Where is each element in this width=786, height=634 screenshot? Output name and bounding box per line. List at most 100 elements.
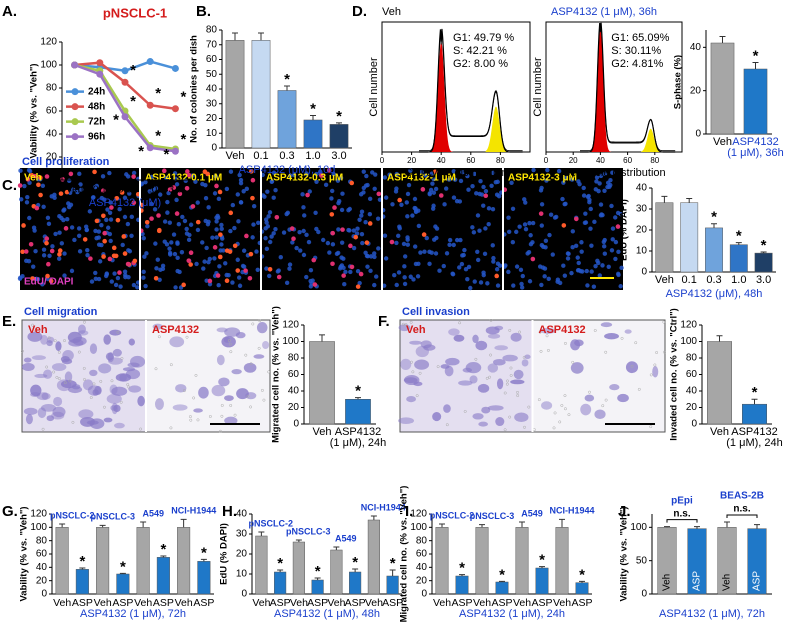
x-tick-label: Veh — [713, 136, 732, 148]
x-tick-label: Veh — [94, 597, 112, 609]
nucleus — [224, 272, 229, 278]
nucleus — [107, 231, 113, 237]
nucleus — [126, 274, 131, 280]
nucleus — [550, 252, 555, 257]
panel-letter: B. — [196, 3, 211, 20]
edu-nucleus — [332, 205, 337, 210]
y-axis-label: Vability (% vs. "Veh") — [29, 63, 40, 158]
nucleus — [67, 178, 72, 183]
cell — [413, 381, 423, 387]
y-tick-label: 70 — [206, 39, 218, 50]
edu-nucleus — [44, 174, 50, 179]
edu-nucleus — [121, 234, 127, 239]
cell — [106, 393, 122, 404]
nucleus — [592, 219, 597, 225]
cell — [494, 345, 508, 351]
histogram-outline — [580, 26, 676, 152]
y-tick-label: 60 — [46, 106, 58, 117]
cell — [414, 359, 430, 370]
chart-title: pNSCLC-1 — [103, 5, 167, 20]
nucleus — [334, 251, 340, 256]
nucleus — [152, 207, 158, 212]
nucleus — [96, 242, 102, 247]
nucleus — [367, 196, 373, 202]
x-tick-label: 0.3 — [118, 185, 132, 196]
cell — [570, 362, 584, 374]
edu-nucleus — [341, 273, 346, 278]
pore — [418, 371, 422, 375]
pore — [410, 360, 413, 364]
x-tick-label: 60 — [466, 156, 475, 165]
pore — [89, 396, 93, 399]
pore — [563, 341, 567, 345]
nucleus — [494, 267, 500, 272]
nucleus — [354, 231, 360, 236]
cell — [440, 364, 450, 369]
nucleus — [238, 177, 244, 183]
error-bar — [355, 397, 361, 400]
edu-nucleus — [615, 224, 621, 229]
nucleus — [294, 245, 299, 251]
nucleus — [109, 279, 114, 284]
cell — [398, 324, 411, 332]
nucleus — [359, 213, 364, 218]
x-tick-label: 0 — [544, 156, 549, 165]
cell — [218, 377, 230, 387]
nucleus — [475, 257, 481, 263]
bar — [349, 571, 362, 595]
error-bar — [711, 223, 717, 228]
nucleus — [562, 201, 567, 207]
nucleus — [230, 202, 236, 208]
error-bar — [686, 198, 693, 203]
cell — [128, 385, 142, 393]
cell — [86, 420, 99, 425]
y-tick-label: 60 — [206, 54, 218, 65]
panel-letter: D. — [352, 3, 367, 20]
nucleus — [490, 206, 496, 212]
nucleus — [447, 237, 453, 243]
cell — [31, 355, 46, 361]
pore — [411, 370, 415, 374]
cell — [56, 379, 72, 392]
nucleus — [573, 243, 579, 249]
nucleus — [302, 213, 307, 218]
nucleus — [206, 259, 211, 265]
cell — [625, 361, 639, 374]
cell — [432, 412, 442, 422]
nucleus — [216, 283, 221, 288]
pore — [601, 404, 605, 408]
pore — [47, 336, 51, 340]
pore — [634, 341, 638, 345]
nucleus — [244, 186, 250, 192]
nucleus — [263, 217, 269, 222]
nucleus — [214, 235, 219, 240]
nucleus — [555, 279, 560, 284]
nucleus — [143, 179, 148, 185]
micrograph — [138, 168, 262, 290]
edu-nucleus — [111, 245, 117, 251]
edu-nucleus — [181, 282, 186, 288]
nucleus — [357, 217, 362, 223]
nucleus — [577, 181, 582, 187]
nucleus — [569, 177, 575, 182]
nucleus — [517, 224, 522, 229]
cell — [236, 388, 249, 400]
significance: * — [336, 108, 342, 125]
y-axis-label: EdU (% DAPI) — [619, 199, 630, 261]
error-bar — [719, 36, 726, 43]
error-bar — [99, 524, 106, 528]
edu-nucleus — [188, 250, 194, 256]
y-tick-label: 20 — [46, 152, 58, 163]
nucleus — [497, 263, 503, 268]
cell — [409, 340, 422, 345]
nucleus — [271, 195, 276, 200]
bar — [303, 119, 323, 149]
edu-nucleus — [574, 216, 579, 222]
nucleus — [179, 250, 185, 255]
nucleus — [355, 268, 361, 274]
nucleus — [405, 242, 411, 247]
nucleus — [264, 246, 270, 252]
legend-marker — [71, 88, 79, 96]
pore — [516, 390, 519, 394]
edu-nucleus — [248, 251, 254, 257]
